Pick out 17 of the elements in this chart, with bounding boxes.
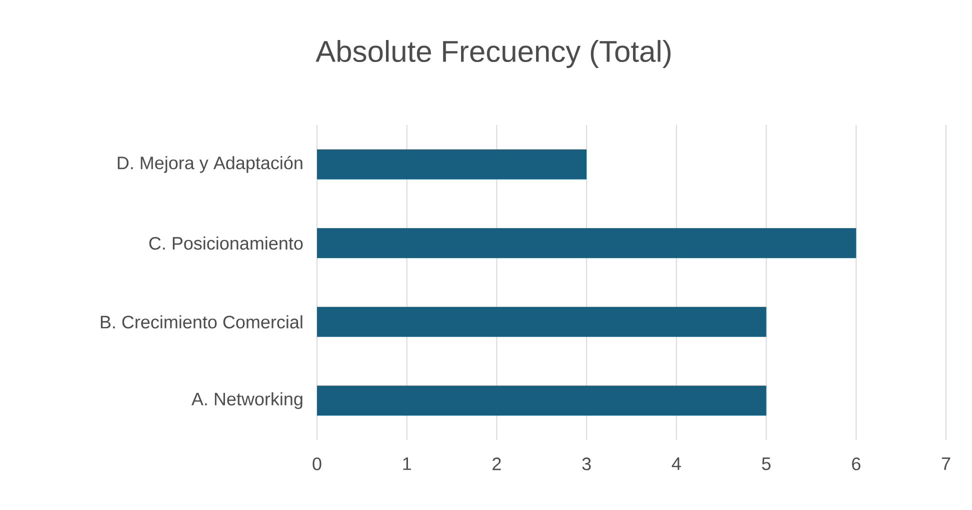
x-tick-label: 4: [672, 458, 681, 470]
x-tick-label: 6: [852, 458, 860, 470]
x-tick-label: 5: [762, 458, 771, 470]
chart-title: Absolute Frecuency (Total): [316, 40, 671, 68]
x-tick-label: 2: [492, 458, 501, 470]
bar: [317, 306, 766, 337]
bar: [317, 386, 766, 416]
y-tick-label: B. Crecimiento Comercial: [100, 315, 302, 328]
x-tick-label: 3: [582, 458, 591, 470]
x-tick-label: 1: [403, 458, 411, 470]
x-tick-label: 7: [942, 458, 950, 470]
y-tick-label: A. Networking: [191, 392, 302, 410]
y-tick-label: C. Posicionamiento: [149, 236, 303, 250]
x-tick-label: 0: [312, 458, 322, 470]
bar: [317, 149, 587, 180]
y-tick-label: D. Mejora y Adaptación: [118, 156, 302, 173]
bar: [317, 228, 856, 258]
